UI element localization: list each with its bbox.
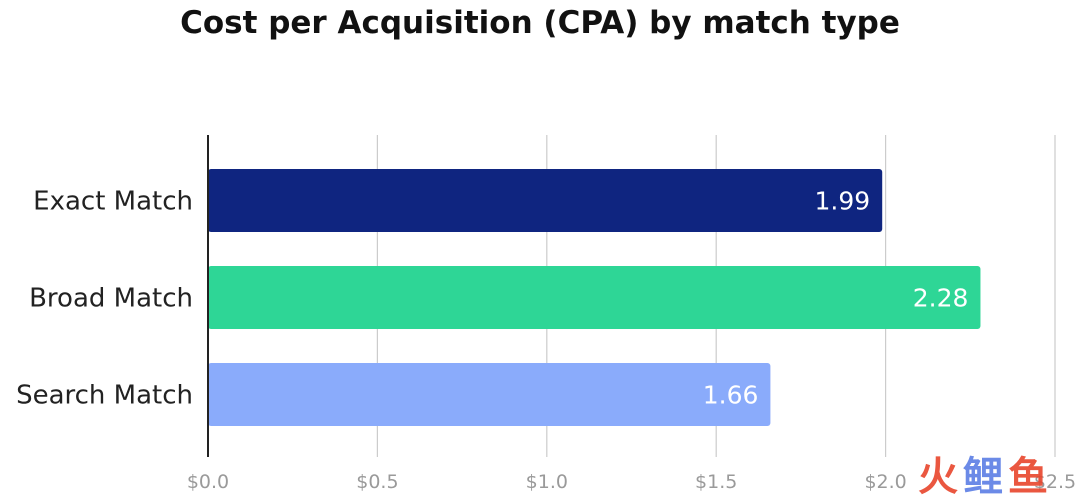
chart-title: Cost per Acquisition (CPA) by match type [180, 5, 900, 41]
bar [208, 363, 771, 426]
data-label: 2.28 [913, 284, 969, 313]
category-label: Broad Match [29, 284, 193, 314]
x-tick-label: $0.0 [187, 471, 229, 493]
x-tick-label: $1.0 [526, 471, 568, 493]
bar [208, 266, 981, 329]
category-labels: Exact Match Broad Match Search Match [16, 187, 193, 411]
watermark-glyph: 鲤 [963, 454, 1003, 498]
data-label: 1.66 [703, 381, 759, 410]
bars: 1.99 2.28 1.66 [208, 169, 981, 426]
data-label: 1.99 [815, 187, 871, 216]
category-label: Search Match [16, 381, 193, 411]
x-tick-label: $2.0 [864, 471, 906, 493]
watermark-glyph: 火 [918, 454, 958, 498]
x-tick-label: $2.5 [1034, 471, 1076, 493]
category-label: Exact Match [33, 187, 193, 217]
x-tick-label: $0.5 [356, 471, 398, 493]
bar [208, 169, 883, 232]
x-axis-tick-labels: $0.0 $0.5 $1.0 $1.5 $2.0 $2.5 [187, 471, 1076, 493]
watermark-logo: 火鲤鱼 [918, 454, 1048, 498]
watermark-glyph: 鱼 [1008, 454, 1048, 498]
x-tick-label: $1.5 [695, 471, 737, 493]
